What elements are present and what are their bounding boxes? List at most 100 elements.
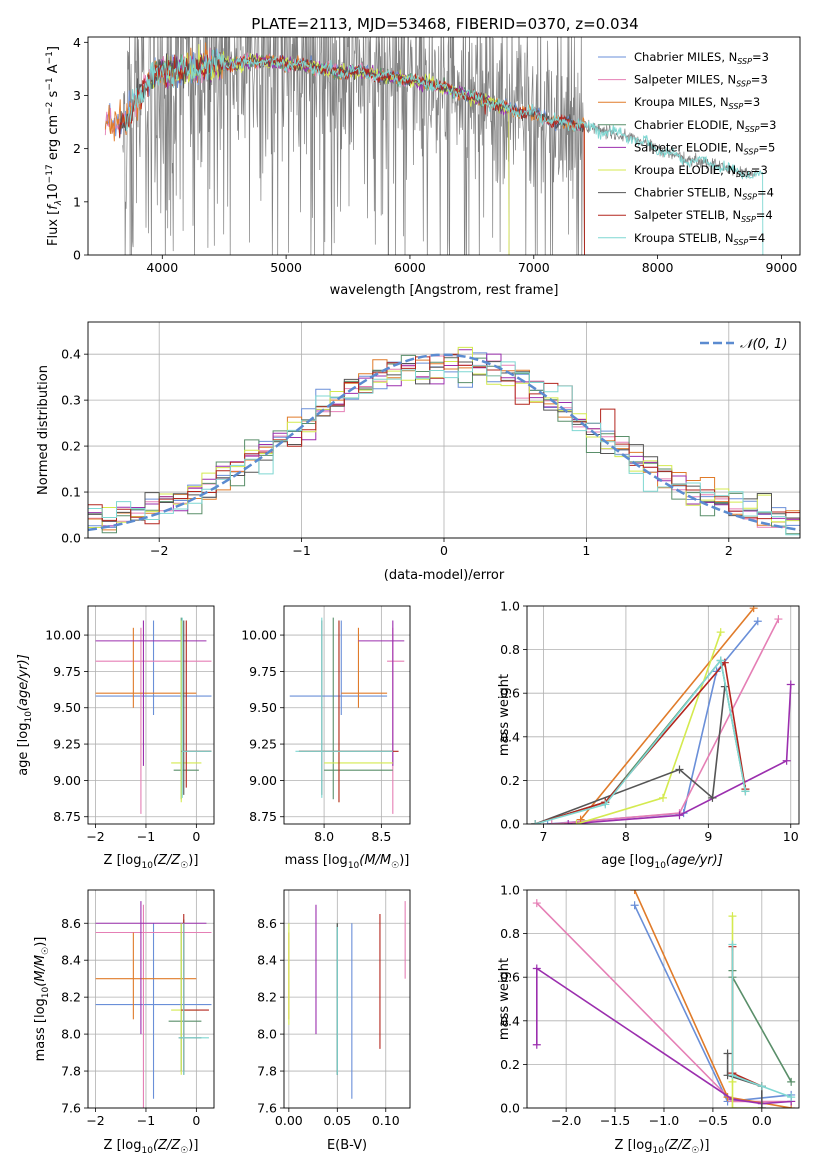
x-tick-label: 0.0 xyxy=(752,1113,772,1128)
figure-title: PLATE=2113, MJD=53468, FIBERID=0370, z=0… xyxy=(251,15,638,33)
age-vs-mass-panel: 8.0 8.5 8.75 9.00 9.25 9.50 9.75 10.00 mass [log… xyxy=(241,605,411,871)
x-tick-label: 1 xyxy=(582,543,590,558)
weight-marker xyxy=(723,1049,732,1058)
x-tick-label: 0.10 xyxy=(372,1113,400,1128)
axes-frame xyxy=(526,889,800,1109)
y-tick-label: 1.0 xyxy=(500,883,520,898)
x-tick-label: −1 xyxy=(292,543,310,558)
weight-vs-age-panel: 7 8 9 10 0.0 0.2 0.4 0.6 0.8 1.0 age [log10(age/yr… xyxy=(497,599,800,871)
weight-line-salpeter-stelib xyxy=(731,946,763,1087)
y-tick-label: 1.0 xyxy=(500,599,520,614)
y-tick-label: 8.4 xyxy=(61,953,81,968)
y-tick-label: 0.0 xyxy=(500,817,520,832)
y-tick-label: 7.8 xyxy=(61,1064,81,1079)
x-tick-label: 2 xyxy=(725,543,733,558)
x-tick-label: 0.00 xyxy=(275,1113,303,1128)
plot-area xyxy=(288,901,406,1099)
legend-label: Chabrier MILES, NSSP=3 xyxy=(634,50,769,66)
x-tick-label: 9 xyxy=(704,829,712,844)
weight-marker xyxy=(741,787,750,796)
axes-frame xyxy=(283,889,411,1109)
y-tick-label: 0.3 xyxy=(61,393,81,408)
weight-line-chabrier-stelib xyxy=(726,1053,763,1108)
weight-marker xyxy=(630,901,639,910)
weight-marker xyxy=(716,656,725,665)
y-axis-label: Flux [fλ10−17 erg cm−2 s−1 A−1] xyxy=(45,46,64,246)
weight-marker xyxy=(532,1040,541,1049)
x-tick-label: 8000 xyxy=(642,260,674,275)
legend-label: Chabrier ELODIE, NSSP=3 xyxy=(634,118,776,134)
y-tick-label: 8.6 xyxy=(257,916,277,931)
weight-line-chabrier-stelib xyxy=(534,686,726,824)
y-tick-label: 0.2 xyxy=(61,439,81,454)
weight-marker xyxy=(675,811,684,820)
weight-line-kroupa-stelib xyxy=(731,944,792,1098)
weight-marker xyxy=(547,820,556,824)
x-axis-label: wavelength [Angstrom, rest frame] xyxy=(330,283,559,298)
x-tick-label: 0 xyxy=(192,829,200,844)
x-tick-label: 0.05 xyxy=(323,1113,351,1128)
y-tick-label: 9.50 xyxy=(53,700,81,715)
legend-label: Salpeter ELODIE, NSSP=5 xyxy=(634,140,775,156)
x-tick-label: 6000 xyxy=(394,260,426,275)
legend-label: 𝒩(0, 1) xyxy=(740,337,787,352)
plot-area xyxy=(531,606,795,824)
y-tick-label: 0.8 xyxy=(500,926,520,941)
x-axis-label: (data-model)/error xyxy=(384,568,505,583)
x-tick-label: 8.5 xyxy=(371,829,391,844)
weight-marker xyxy=(728,940,737,949)
weight-marker xyxy=(630,890,639,894)
axes-frame xyxy=(283,605,411,825)
weight-marker xyxy=(728,1104,737,1108)
x-tick-label: −2 xyxy=(86,1113,104,1128)
weight-marker xyxy=(728,912,737,921)
y-tick-label: 1 xyxy=(73,194,81,209)
y-tick-label: 0.0 xyxy=(500,1101,520,1116)
y-tick-label: 0.1 xyxy=(61,485,81,500)
weight-marker xyxy=(728,1071,737,1080)
x-tick-label: −0.5 xyxy=(698,1113,728,1128)
y-tick-label: 7.6 xyxy=(257,1101,277,1116)
legend-label: Salpeter STELIB, NSSP=4 xyxy=(634,208,773,224)
y-tick-label: 0 xyxy=(73,248,81,263)
legend-label: Salpeter MILES, NSSP=3 xyxy=(634,73,768,89)
x-tick-label: 5000 xyxy=(270,260,302,275)
x-tick-label: −2 xyxy=(150,543,168,558)
mass-vs-reddening-panel: 0.00 0.05 0.10 7.6 7.8 8.0 8.2 8.4 8.6 E(B-V) xyxy=(257,889,411,1153)
x-tick-label: −2 xyxy=(86,829,104,844)
histogram-kroupa-stelib xyxy=(88,361,800,538)
y-tick-label: 8.2 xyxy=(61,990,81,1005)
y-tick-label: 8.0 xyxy=(257,1027,277,1042)
y-tick-label: 2 xyxy=(73,141,81,156)
y-axis-label: age [log10(age/yr)] xyxy=(16,654,34,776)
x-tick-label: −2.0 xyxy=(551,1113,581,1128)
axes-frame xyxy=(87,605,215,825)
weight-marker xyxy=(786,680,795,689)
x-tick-label: 9000 xyxy=(766,260,798,275)
weight-marker xyxy=(531,820,540,824)
y-tick-label: 0.4 xyxy=(500,729,520,744)
plot-area xyxy=(95,901,212,1108)
axes-frame xyxy=(87,36,801,256)
weight-marker xyxy=(601,800,610,809)
y-tick-label: 10.00 xyxy=(241,628,277,643)
y-tick-label: 9.00 xyxy=(53,773,81,788)
y-tick-label: 10.00 xyxy=(45,628,81,643)
x-axis-label: Z [log10(Z/Z☉)] xyxy=(104,1138,199,1156)
weight-marker xyxy=(708,793,717,802)
y-tick-label: 9.75 xyxy=(53,664,81,679)
x-axis-label: E(B-V) xyxy=(327,1138,367,1153)
weight-marker xyxy=(749,606,758,613)
weight-line-kroupa-elodie xyxy=(576,631,722,824)
y-tick-label: 9.25 xyxy=(53,737,81,752)
observed-spectrum-line xyxy=(122,37,758,255)
y-tick-label: 8.75 xyxy=(53,809,81,824)
weight-marker xyxy=(675,765,684,774)
x-tick-label: 4000 xyxy=(146,260,178,275)
weight-marker xyxy=(532,964,541,973)
y-axis-label: mass weight xyxy=(497,674,512,756)
legend: Chabrier MILES, NSSP=3 Salpeter MILES, NS… xyxy=(598,50,776,247)
x-tick-label: 8 xyxy=(622,829,630,844)
y-tick-label: 8.2 xyxy=(257,990,277,1005)
y-tick-label: 9.50 xyxy=(249,700,277,715)
